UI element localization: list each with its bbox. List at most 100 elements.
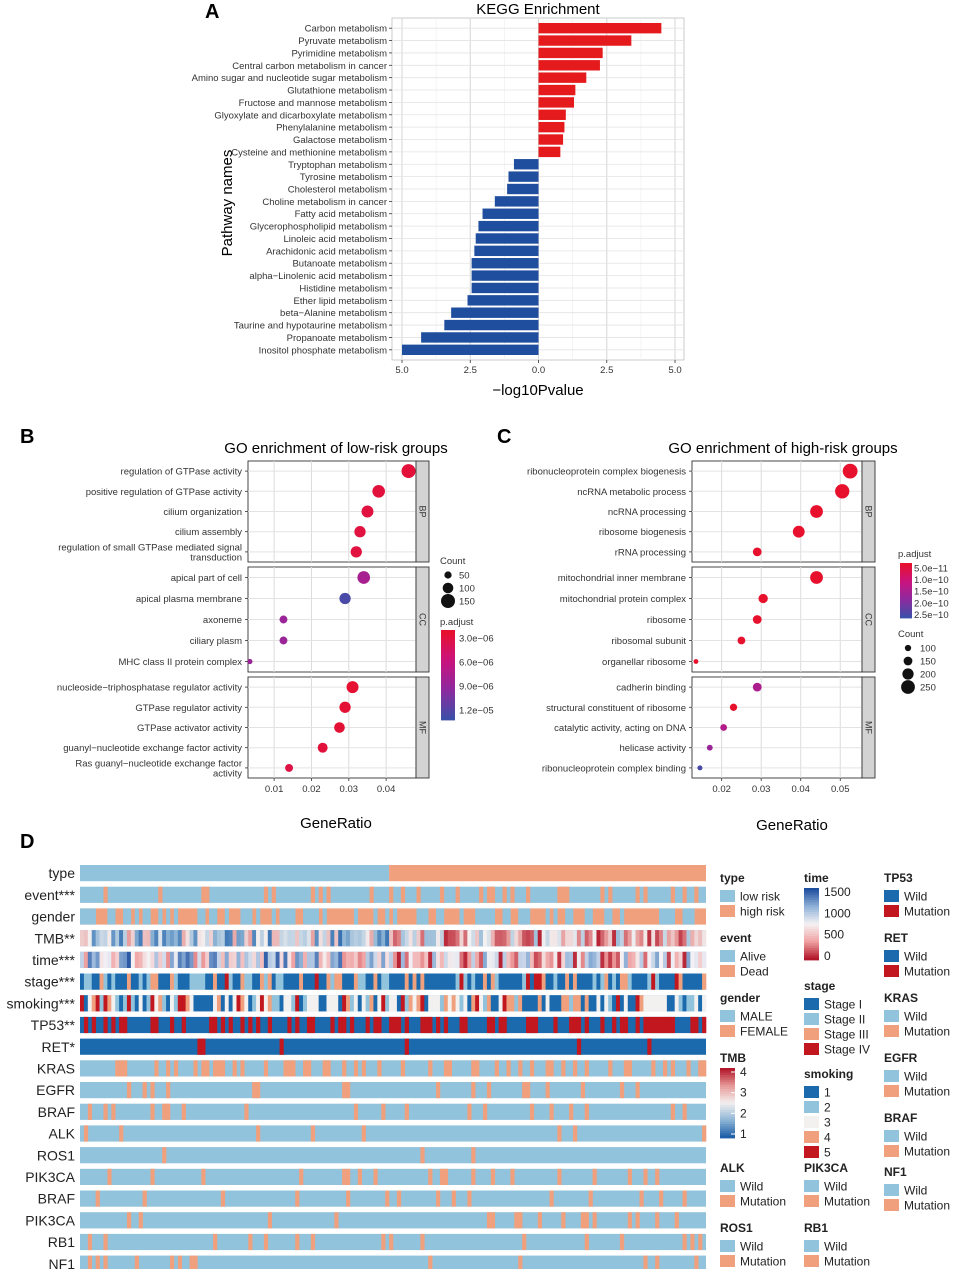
kegg-bar: [507, 183, 539, 195]
legend-colorbar-tmb: [720, 1114, 735, 1118]
heatmap-cell: [236, 951, 241, 968]
heatmap-cell: [522, 908, 527, 925]
heatmap-cell: [107, 973, 112, 990]
heatmap-cell: [381, 1233, 386, 1251]
heatmap-cell: [162, 995, 167, 1012]
heatmap-cell: [193, 951, 198, 968]
heatmap-cell: [619, 1016, 625, 1034]
heatmap-cell: [91, 930, 96, 947]
heatmap-cell: [193, 973, 198, 990]
heatmap-cell: [338, 995, 343, 1012]
legend-title-kras: KRAS: [884, 991, 918, 1005]
heatmap-cell: [619, 1233, 625, 1251]
heatmap-cell: [561, 951, 566, 968]
heatmap-cell: [166, 951, 171, 968]
kegg-y-tick-label: Glutathione metabolism: [287, 86, 387, 97]
go-dot: [339, 701, 351, 713]
legend-colorbar-tmb: [720, 1121, 735, 1125]
heatmap-cell: [549, 973, 554, 990]
heatmap-cell: [83, 973, 89, 990]
heatmap-cell: [494, 951, 499, 968]
go-term-label: axoneme: [203, 615, 242, 626]
heatmap-cell: [702, 973, 707, 990]
go-dot: [350, 546, 362, 558]
heatmap-cell: [659, 973, 664, 990]
heatmap-cell: [381, 951, 386, 968]
go-low-colorbar-segment: [441, 690, 455, 694]
heatmap-cell: [635, 1212, 640, 1229]
heatmap-cell: [216, 973, 222, 990]
heatmap-cell: [416, 995, 421, 1012]
heatmap-cell: [518, 1060, 523, 1077]
heatmap-cell: [126, 995, 132, 1012]
heatmap-cell: [447, 973, 452, 990]
heatmap-cell: [486, 973, 492, 990]
heatmap-cell: [459, 930, 464, 947]
heatmap-cell: [670, 951, 675, 968]
heatmap-cell: [361, 951, 366, 968]
heatmap-cell: [123, 973, 128, 990]
heatmap-cell: [95, 930, 100, 947]
go-low-color-legend-label: 9.0e−06: [459, 682, 494, 693]
kegg-y-tick-label: Arachidonic acid metabolism: [266, 246, 387, 257]
legend-swatch-stage: [804, 1043, 819, 1055]
heatmap-cell: [635, 1082, 640, 1099]
heatmap-cell: [83, 1125, 89, 1142]
heatmap-cell: [389, 886, 394, 903]
go-low-colorbar-segment: [441, 639, 455, 643]
heatmap-cell: [659, 930, 664, 947]
heatmap-cell: [256, 1082, 261, 1099]
heatmap-cell: [342, 1060, 347, 1077]
legend-swatch-egfr: [884, 1070, 899, 1082]
heatmap-cell: [600, 1016, 605, 1034]
legend-colorbar-time: [804, 943, 819, 946]
heatmap-cell: [322, 995, 327, 1012]
heatmap-cell: [322, 1060, 327, 1077]
heatmap-cell: [576, 973, 582, 990]
heatmap-cell: [318, 995, 323, 1012]
heatmap-cell: [224, 951, 229, 968]
heatmap-cell: [216, 995, 222, 1012]
legend-label-alk: Wild: [740, 1180, 763, 1194]
legend-label-gender: FEMALE: [740, 1025, 788, 1039]
heatmap-cell: [686, 973, 691, 990]
heatmap-cell: [259, 995, 265, 1012]
heatmap-cell: [252, 995, 257, 1012]
heatmap-cell: [639, 930, 644, 947]
heatmap-cell: [306, 1060, 312, 1077]
heatmap-cell: [600, 995, 605, 1012]
heatmap-cell: [502, 886, 507, 903]
heatmap-cell: [506, 908, 511, 925]
heatmap-cell: [690, 995, 695, 1012]
legend-label-braf: Wild: [904, 1130, 927, 1144]
heatmap-cell: [197, 930, 202, 947]
legend-colorbar-tmb: [720, 1072, 735, 1076]
heatmap-cell: [95, 1255, 100, 1269]
heatmap-cell: [549, 1060, 554, 1077]
go-low-size-legend-dot: [442, 582, 454, 594]
heatmap-cell: [694, 1255, 699, 1269]
go-x-tick-label: 0.04: [791, 784, 810, 795]
heatmap-cell: [396, 1190, 402, 1207]
heatmap-cell: [666, 951, 672, 968]
go-high-colorbar-segment: [900, 582, 912, 586]
heatmap-cell: [267, 1212, 273, 1229]
heatmap-cell: [459, 973, 464, 990]
heatmap-cell: [655, 951, 660, 968]
heatmap-cell: [361, 1125, 366, 1142]
heatmap-cell: [463, 1016, 468, 1034]
heatmap-cell: [393, 1016, 398, 1034]
go-high-colorbar-segment: [900, 600, 912, 603]
heatmap-cell: [557, 973, 562, 990]
heatmap-cell: [185, 951, 190, 968]
legend-swatch-stage: [804, 1013, 819, 1025]
heatmap-cell: [248, 930, 253, 947]
heatmap-cell: [326, 951, 331, 968]
heatmap-cell: [529, 1103, 535, 1120]
heatmap-cell: [561, 886, 566, 903]
kegg-y-tick-label: alpha−Linolenic acid metabolism: [249, 271, 387, 282]
heatmap-cell: [342, 951, 347, 968]
heatmap-cell: [91, 951, 96, 968]
heatmap-cell: [244, 951, 249, 968]
